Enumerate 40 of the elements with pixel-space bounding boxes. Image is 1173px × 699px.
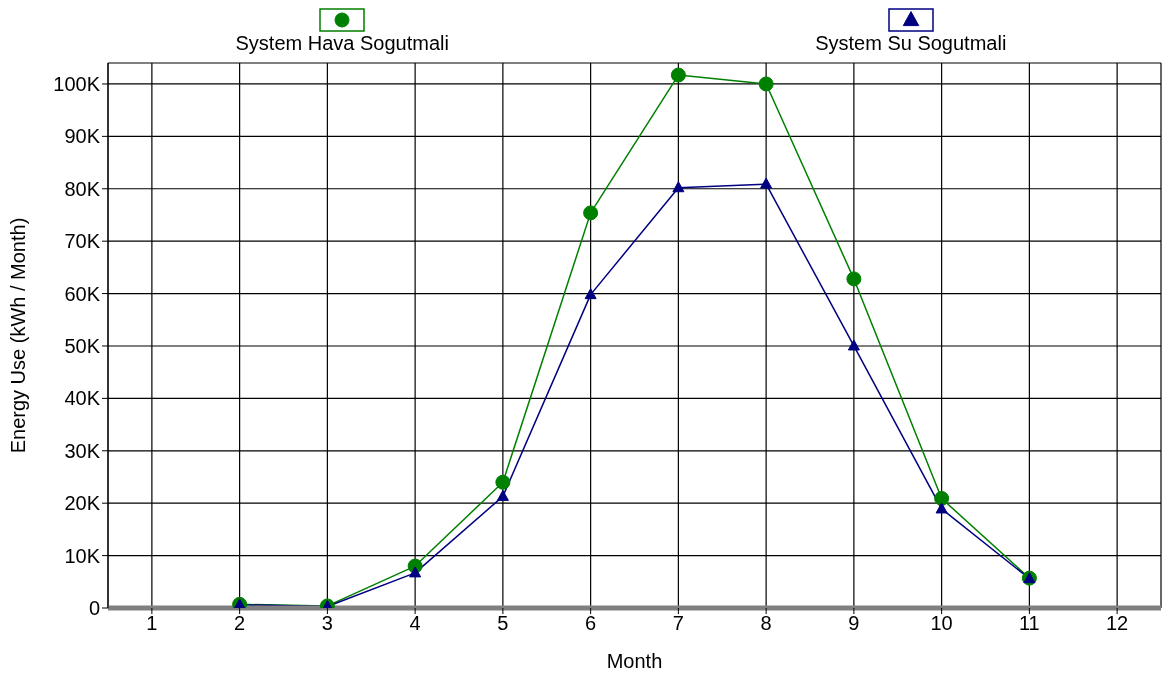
legend-label: System Hava Sogutmali bbox=[235, 32, 449, 55]
x-tick-label: 6 bbox=[585, 612, 597, 635]
point bbox=[409, 566, 422, 578]
y-tick-label: 100K bbox=[53, 73, 101, 96]
point bbox=[583, 205, 599, 221]
y-tick-label: 0 bbox=[88, 597, 100, 620]
x-tick-label: 2 bbox=[234, 612, 246, 635]
point bbox=[495, 474, 511, 490]
x-tick-label: 1 bbox=[146, 612, 158, 635]
point bbox=[847, 339, 860, 351]
y-tick-label: 20K bbox=[64, 492, 101, 515]
y-tick-label: 30K bbox=[64, 439, 101, 462]
point bbox=[935, 502, 948, 514]
point bbox=[496, 489, 509, 501]
x-tick-label: 5 bbox=[497, 612, 509, 635]
x-tick-label: 7 bbox=[672, 612, 684, 635]
point bbox=[760, 177, 773, 189]
x-tick-label: 9 bbox=[848, 612, 860, 635]
x-tick-label: 4 bbox=[409, 612, 421, 635]
point bbox=[846, 271, 862, 287]
y-tick-label: 70K bbox=[64, 230, 101, 253]
y-tick-label: 10K bbox=[64, 544, 101, 567]
y-tick-label: 60K bbox=[64, 282, 101, 305]
y-tick-label: 90K bbox=[64, 125, 101, 148]
x-tick-label: 11 bbox=[1018, 612, 1040, 635]
x-tick-label: 12 bbox=[1106, 612, 1129, 635]
y-tick-label: 80K bbox=[64, 177, 101, 200]
legend-label: System Su Sogutmali bbox=[815, 32, 1007, 55]
y-tick-label: 50K bbox=[64, 335, 101, 358]
x-tick-label: 10 bbox=[930, 612, 953, 635]
point bbox=[934, 490, 950, 506]
x-tick-label: 8 bbox=[760, 612, 772, 635]
point bbox=[758, 76, 774, 92]
point bbox=[672, 181, 685, 193]
y-axis-title: Energy Use (kWh / Month) bbox=[7, 217, 30, 454]
y-tick-label: 40K bbox=[64, 387, 101, 410]
x-tick-label: 3 bbox=[321, 612, 333, 635]
point bbox=[670, 67, 686, 83]
point bbox=[584, 288, 597, 300]
x-axis-title: Month bbox=[606, 650, 663, 672]
